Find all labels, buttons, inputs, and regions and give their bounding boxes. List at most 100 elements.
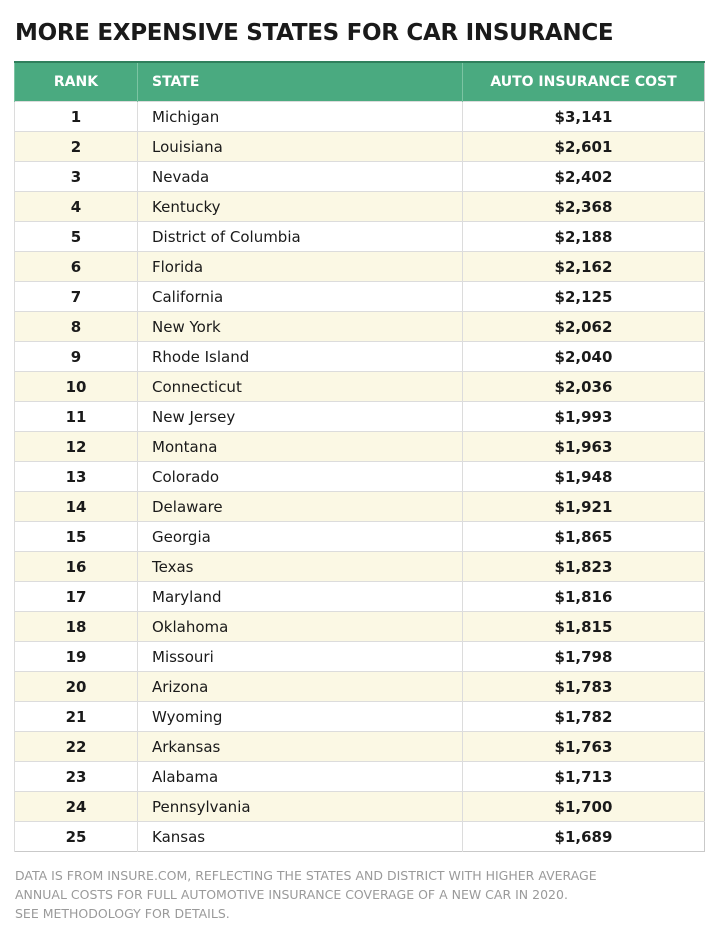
table-cell: Pennsylvania	[137, 791, 463, 822]
table-cell: Kentucky	[137, 191, 463, 222]
table-cell: Missouri	[137, 641, 463, 672]
table-row: 11 New Jersey $1,993	[14, 401, 705, 432]
table-cell: 7	[14, 281, 138, 312]
table-cell: $2,402	[462, 161, 705, 192]
table-cell: 16	[14, 551, 138, 582]
table-cell: Louisiana	[137, 131, 463, 162]
table-row: 14 Delaware $1,921	[14, 491, 705, 522]
table-cell: $1,815	[462, 611, 705, 642]
table-cell: Nevada	[137, 161, 463, 192]
table-row: 18 Oklahoma $1,815	[14, 611, 705, 642]
table-cell: 15	[14, 521, 138, 552]
table-cell: 4	[14, 191, 138, 222]
table-cell: Delaware	[137, 491, 463, 522]
footnote-line: DATA IS FROM INSURE.COM, REFLECTING THE …	[15, 868, 597, 883]
table-cell: $1,798	[462, 641, 705, 672]
table-cell: $1,689	[462, 821, 705, 852]
header-row: RANK STATE AUTO INSURANCE COST	[14, 61, 705, 102]
table-row: 20 Arizona $1,783	[14, 671, 705, 702]
table-cell: $1,921	[462, 491, 705, 522]
table-cell: Connecticut	[137, 371, 463, 402]
table-cell: $1,963	[462, 431, 705, 462]
table-cell: $2,036	[462, 371, 705, 402]
table-cell: 9	[14, 341, 138, 372]
footnote-line: SEE METHODOLOGY FOR DETAILS.	[15, 906, 230, 921]
table-row: 10 Connecticut $2,036	[14, 371, 705, 402]
table-cell: 8	[14, 311, 138, 342]
table-row: 25 Kansas $1,689	[14, 821, 705, 852]
table-cell: New York	[137, 311, 463, 342]
table-cell: 19	[14, 641, 138, 672]
table-cell: $1,782	[462, 701, 705, 732]
table-cell: $2,368	[462, 191, 705, 222]
table-cell: Colorado	[137, 461, 463, 492]
table-row: 6 Florida $2,162	[14, 251, 705, 282]
table-cell: $1,700	[462, 791, 705, 822]
table-cell: Arkansas	[137, 731, 463, 762]
table-row: 5 District of Columbia $2,188	[14, 221, 705, 252]
table-row: 13 Colorado $1,948	[14, 461, 705, 492]
table-row: 7 California $2,125	[14, 281, 705, 312]
table-cell: New Jersey	[137, 401, 463, 432]
table-row: 2 Louisiana $2,601	[14, 131, 705, 162]
table-cell: 5	[14, 221, 138, 252]
table-cell: 1	[14, 101, 138, 132]
table-row: 4 Kentucky $2,368	[14, 191, 705, 222]
table-cell: $2,062	[462, 311, 705, 342]
table-cell: $1,816	[462, 581, 705, 612]
table-cell: Georgia	[137, 521, 463, 552]
table-row: 16 Texas $1,823	[14, 551, 705, 582]
table-cell: $1,993	[462, 401, 705, 432]
footnote: DATA IS FROM INSURE.COM, REFLECTING THE …	[15, 866, 597, 923]
table-cell: 2	[14, 131, 138, 162]
table-cell: $1,823	[462, 551, 705, 582]
table-row: 9 Rhode Island $2,040	[14, 341, 705, 372]
table-cell: $2,125	[462, 281, 705, 312]
table-row: 15 Georgia $1,865	[14, 521, 705, 552]
table-cell: $1,783	[462, 671, 705, 702]
table-cell: $3,141	[462, 101, 705, 132]
table-row: 3 Nevada $2,402	[14, 161, 705, 192]
table-cell: 11	[14, 401, 138, 432]
table-cell: 23	[14, 761, 138, 792]
table: RANK STATE AUTO INSURANCE COST 1 Michigan $3…	[14, 61, 705, 852]
table-cell: 18	[14, 611, 138, 642]
table-cell: Oklahoma	[137, 611, 463, 642]
table-cell: $2,188	[462, 221, 705, 252]
table-row: 23 Alabama $1,713	[14, 761, 705, 792]
table-cell: District of Columbia	[137, 221, 463, 252]
table-cell: 14	[14, 491, 138, 522]
table-cell: Michigan	[137, 101, 463, 132]
table-cell: California	[137, 281, 463, 312]
table-cell: Arizona	[137, 671, 463, 702]
table-cell: 25	[14, 821, 138, 852]
table-cell: 17	[14, 581, 138, 612]
table-row: 12 Montana $1,963	[14, 431, 705, 462]
table-cell: 22	[14, 731, 138, 762]
table-cell: 20	[14, 671, 138, 702]
table-cell: $1,763	[462, 731, 705, 762]
table-cell: $1,713	[462, 761, 705, 792]
table-row: 24 Pennsylvania $1,700	[14, 791, 705, 822]
column-header: RANK	[14, 61, 138, 102]
table-cell: Texas	[137, 551, 463, 582]
table-cell: $2,601	[462, 131, 705, 162]
table-cell: 12	[14, 431, 138, 462]
table-cell: Maryland	[137, 581, 463, 612]
table-cell: $1,948	[462, 461, 705, 492]
table-cell: $1,865	[462, 521, 705, 552]
column-header: AUTO INSURANCE COST	[462, 61, 705, 102]
table-cell: 10	[14, 371, 138, 402]
table-row: 1 Michigan $3,141	[14, 101, 705, 132]
table-body: 1 Michigan $3,141 2 Louisiana $2,601 3 Nevada $2…	[14, 101, 705, 852]
table-cell: 3	[14, 161, 138, 192]
table-cell: $2,040	[462, 341, 705, 372]
table-row: 19 Missouri $1,798	[14, 641, 705, 672]
table-row: 17 Maryland $1,816	[14, 581, 705, 612]
title: MORE EXPENSIVE STATES FOR CAR INSURANCE	[15, 20, 614, 46]
table-cell: 24	[14, 791, 138, 822]
table-cell: Alabama	[137, 761, 463, 792]
table-cell: Montana	[137, 431, 463, 462]
table-cell: Rhode Island	[137, 341, 463, 372]
column-header: STATE	[137, 61, 463, 102]
